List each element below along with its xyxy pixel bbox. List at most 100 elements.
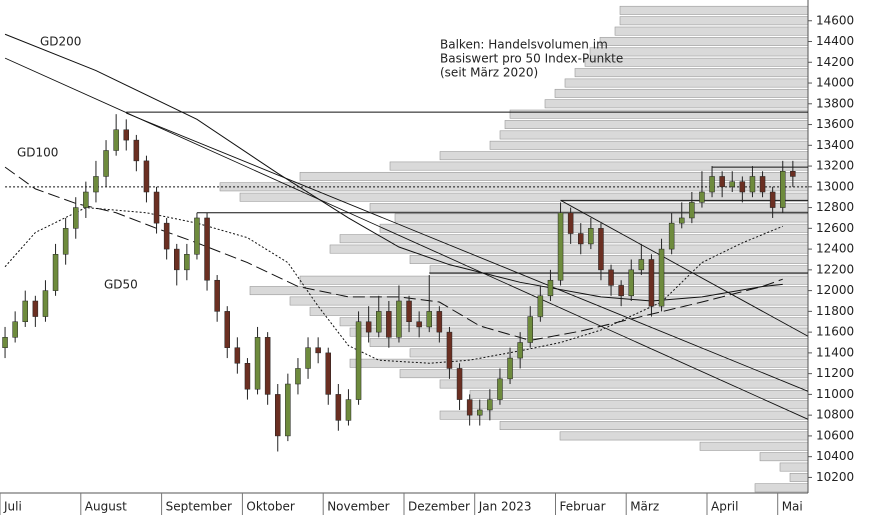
candle-body bbox=[133, 139, 140, 162]
candle-body bbox=[769, 191, 776, 208]
y-tick-label: 11800 bbox=[816, 304, 854, 318]
ma-label: GD100 bbox=[17, 146, 58, 160]
volume-bar bbox=[329, 244, 809, 254]
candle-body bbox=[285, 383, 291, 437]
y-tick-label: 12200 bbox=[816, 262, 854, 276]
volume-bar bbox=[789, 472, 809, 482]
candle-body bbox=[386, 311, 392, 338]
volume-bar bbox=[394, 213, 809, 223]
candle-body bbox=[244, 363, 251, 390]
volume-bar bbox=[439, 410, 809, 420]
candle-body bbox=[295, 368, 301, 385]
candle-body bbox=[234, 347, 241, 364]
candle-body bbox=[648, 259, 655, 307]
candle-body bbox=[42, 290, 49, 317]
volume-bar bbox=[469, 389, 809, 399]
volume-bar bbox=[614, 26, 809, 36]
volume-bar bbox=[379, 223, 809, 233]
volume-bar bbox=[564, 78, 809, 88]
y-tick-label: 14400 bbox=[816, 34, 854, 48]
candle-body bbox=[628, 269, 634, 297]
y-tick-label: 13000 bbox=[816, 179, 854, 193]
y-tick-label: 12800 bbox=[816, 200, 854, 214]
y-tick-label: 14000 bbox=[816, 76, 854, 90]
trend-line bbox=[560, 199, 809, 337]
x-tick-label: April bbox=[711, 500, 738, 514]
volume-bar bbox=[754, 483, 809, 493]
candle-body bbox=[537, 295, 544, 317]
candle-body bbox=[446, 331, 453, 369]
candle-body bbox=[527, 316, 533, 343]
volume-bar bbox=[289, 296, 809, 306]
volume-bar bbox=[369, 338, 809, 347]
candle-body bbox=[12, 321, 18, 338]
candle-body bbox=[547, 279, 554, 297]
candle-body bbox=[32, 300, 39, 317]
volume-bar bbox=[559, 431, 809, 441]
y-tick-label: 13800 bbox=[816, 96, 854, 110]
volume-bar bbox=[339, 234, 809, 244]
candle-body bbox=[507, 357, 513, 380]
candle-body bbox=[780, 171, 786, 208]
candle-body bbox=[224, 311, 230, 348]
candle-body bbox=[699, 191, 705, 203]
volume-bar bbox=[599, 37, 809, 46]
candle-body bbox=[517, 342, 523, 359]
volume-bar bbox=[499, 421, 809, 430]
candle-body bbox=[315, 347, 321, 354]
candle-body bbox=[335, 394, 342, 421]
x-tick-label: September bbox=[166, 500, 232, 514]
x-tick-label: Jan 2023 bbox=[478, 500, 532, 514]
volume-bar bbox=[554, 88, 809, 98]
annotation: (seit März 2020) bbox=[440, 66, 538, 80]
x-tick-label: März bbox=[630, 500, 659, 514]
y-tick-label: 12000 bbox=[816, 283, 854, 297]
candle-body bbox=[365, 321, 372, 333]
candle-body bbox=[163, 222, 170, 250]
volume-bar bbox=[389, 161, 809, 171]
candle-body bbox=[123, 129, 129, 141]
candle-body bbox=[679, 217, 685, 224]
candle-body bbox=[588, 228, 594, 245]
moving-average bbox=[4, 33, 783, 302]
candle-body bbox=[567, 212, 574, 234]
candle-body bbox=[93, 176, 99, 193]
volume-bar bbox=[779, 462, 809, 472]
candle-body bbox=[689, 202, 695, 219]
candle-body bbox=[62, 228, 69, 255]
candle-body bbox=[406, 300, 412, 322]
candle-body bbox=[22, 300, 28, 322]
volume-bar bbox=[369, 203, 809, 213]
y-tick-label: 12600 bbox=[816, 221, 854, 235]
candle-body bbox=[436, 311, 443, 333]
volume-bar bbox=[309, 306, 809, 316]
candle-body bbox=[608, 269, 614, 286]
candle-body bbox=[103, 150, 109, 177]
candle-body bbox=[325, 352, 331, 395]
volume-bar bbox=[699, 441, 809, 451]
x-tick-label: Juli bbox=[3, 500, 22, 514]
volume-bar bbox=[619, 5, 809, 15]
candle-body bbox=[376, 311, 382, 333]
candle-body bbox=[184, 254, 190, 271]
candle-body bbox=[113, 129, 119, 151]
candle-body bbox=[204, 217, 210, 281]
volume-bar bbox=[544, 99, 809, 109]
candle-body bbox=[275, 394, 281, 437]
y-tick-label: 13200 bbox=[816, 159, 854, 173]
candle-body bbox=[305, 347, 311, 369]
volume-bar bbox=[409, 348, 809, 358]
volume-bar bbox=[499, 130, 809, 140]
y-tick-label: 13600 bbox=[816, 117, 854, 131]
volume-bar bbox=[469, 400, 809, 410]
candle-body bbox=[466, 399, 473, 416]
y-tick-label: 10400 bbox=[816, 449, 854, 463]
y-tick-label: 11400 bbox=[816, 345, 854, 359]
candle-body bbox=[658, 248, 665, 307]
candle-body bbox=[143, 160, 150, 193]
candle-body bbox=[668, 222, 675, 250]
y-tick-label: 11200 bbox=[816, 366, 854, 380]
candle-body bbox=[174, 248, 180, 271]
candle-body bbox=[578, 233, 584, 245]
candle-body bbox=[396, 300, 402, 338]
